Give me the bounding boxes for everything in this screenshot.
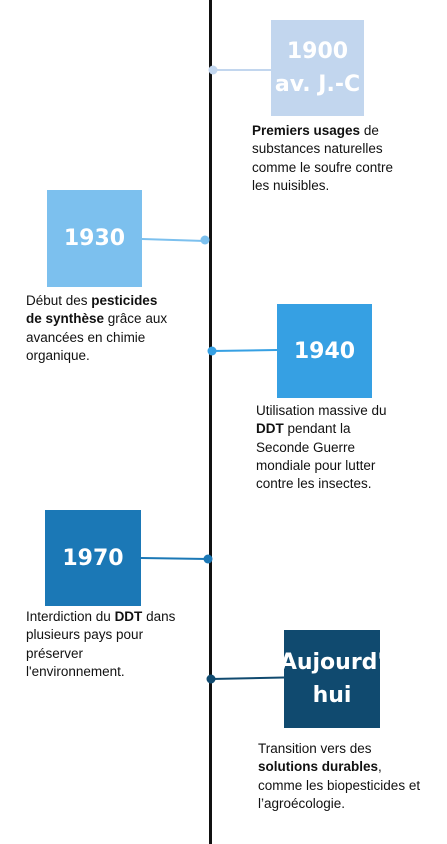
connector-line-2 — [141, 238, 206, 242]
event-description-5: Transition vers des solutions durables, … — [258, 741, 421, 812]
year-box-1940: 1940 — [277, 304, 372, 398]
year-box-1900-bc: 1900 av. J.-C — [271, 20, 364, 116]
connector-line-4 — [140, 557, 209, 561]
event-description-2: Début des pesticides de synthèse grâce a… — [26, 293, 168, 364]
connector-dot-3 — [207, 346, 217, 356]
year-box-1970: 1970 — [45, 510, 141, 606]
connector-dot-1 — [208, 65, 218, 75]
connector-dot-4 — [203, 554, 213, 564]
event-description-4: Interdiction du DDT dans plusieurs pays … — [26, 609, 176, 680]
timeline-axis — [209, 0, 212, 844]
event-description-3: Utilisation massive du DDT pendant la Se… — [256, 403, 387, 492]
connector-dot-5 — [206, 674, 216, 684]
year-box-aujourdhui: Aujourd' hui — [280, 630, 384, 728]
connector-line-3 — [211, 348, 278, 352]
connector-line-5 — [210, 676, 285, 680]
year-box-1930: 1930 — [47, 190, 142, 287]
connector-dot-2 — [200, 235, 210, 245]
connector-line-1 — [213, 69, 271, 71]
event-description-1: Premiers usages de substances naturelles… — [252, 123, 394, 194]
